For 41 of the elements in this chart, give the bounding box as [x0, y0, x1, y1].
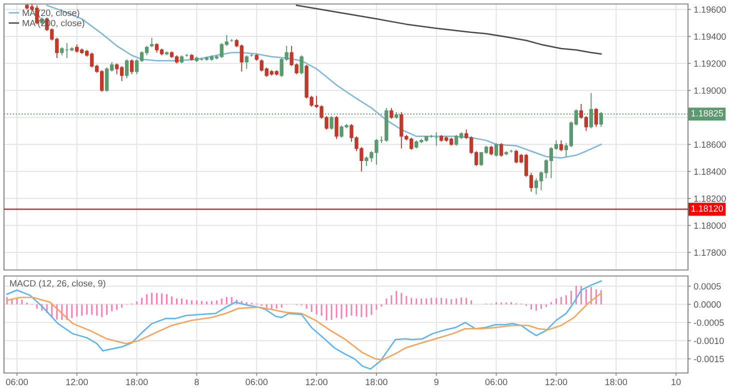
- y-tick-label: -0.0010: [694, 338, 724, 344]
- candlestick: [594, 107, 598, 128]
- x-tick-label: 18:00: [366, 378, 388, 386]
- y-tick-label: 1.19200: [694, 60, 726, 67]
- candlestick: [124, 58, 129, 79]
- x-tick-label: 9: [434, 378, 438, 386]
- y-tick-label: 1.17800: [694, 249, 726, 256]
- candlestick: [334, 116, 338, 140]
- candlestick: [494, 142, 498, 158]
- y-tick-label: 0.0000: [694, 301, 721, 308]
- ref-line-label: 1.18825: [691, 110, 723, 116]
- y-tick-label: 0.0005: [694, 283, 721, 290]
- candlestick: [559, 140, 564, 152]
- chart-title: MACD (12, 26, close, 9): [10, 280, 106, 288]
- candlestick: [150, 37, 154, 48]
- y-tick-label: 1.18200: [694, 195, 726, 202]
- y-tick-label: 1.18400: [694, 168, 726, 175]
- x-tick-label: 06:00: [485, 378, 508, 386]
- candlestick: [130, 58, 134, 75]
- x-tick-label: 8: [194, 378, 199, 386]
- candlestick: [244, 54, 248, 70]
- ref-line-label: 1.18120: [691, 205, 724, 212]
- x-tick-label: 06:00: [6, 378, 28, 386]
- x-tick-label: 12:00: [66, 378, 88, 386]
- x-tick-label: 18:00: [606, 378, 628, 386]
- candlestick: [499, 142, 504, 158]
- y-tick-label: 1.19400: [694, 33, 726, 40]
- x-tick-label: 06:00: [246, 378, 268, 386]
- candlestick: [390, 107, 394, 120]
- candlestick: [300, 54, 304, 75]
- x-tick-label: 12:00: [306, 378, 328, 386]
- y-tick-label: -0.0005: [694, 319, 724, 326]
- x-tick-label: 10: [672, 378, 681, 386]
- y-tick-label: 1.18600: [694, 141, 726, 148]
- x-tick-label: 18:00: [126, 378, 148, 386]
- y-tick-label: 1.19000: [694, 87, 726, 94]
- y-tick-label: 1.19600: [694, 6, 726, 13]
- y-tick-label: 1.18000: [694, 222, 726, 229]
- candlestick: [489, 145, 494, 156]
- y-tick-label: -0.0015: [694, 356, 724, 362]
- x-tick-label: 12:00: [546, 378, 568, 386]
